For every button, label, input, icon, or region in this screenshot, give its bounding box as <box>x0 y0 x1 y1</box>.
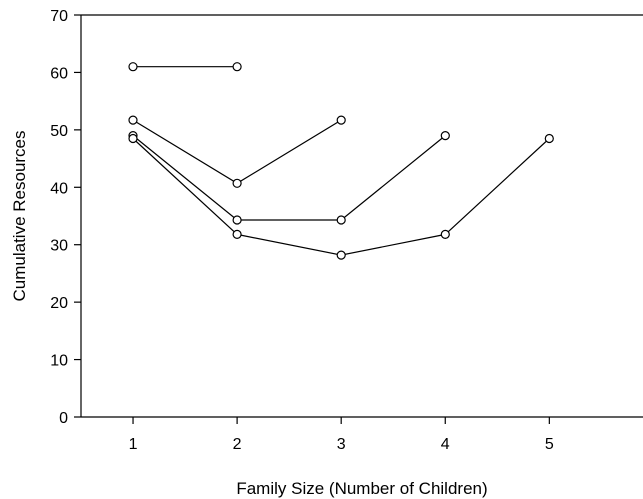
y-tick-label: 0 <box>59 410 68 427</box>
y-tick-label: 10 <box>50 353 68 370</box>
x-tick-label: 1 <box>129 436 138 453</box>
series-layer <box>128 62 554 260</box>
series-1-point <box>128 62 138 72</box>
series-4-point <box>544 133 554 144</box>
y-tick-label: 40 <box>50 180 68 197</box>
series-3-point <box>440 131 450 141</box>
x-tick-label: 2 <box>233 436 242 453</box>
series-3-point <box>336 215 346 225</box>
x-tick-label: 3 <box>337 436 346 453</box>
series-2-point <box>232 178 242 188</box>
y-tick-label: 20 <box>50 295 68 312</box>
x-tick-label: 4 <box>441 436 450 453</box>
y-tick-label: 30 <box>50 238 68 255</box>
series-4-point <box>128 133 138 144</box>
series-3-line <box>132 135 446 221</box>
series-4-line <box>132 138 550 256</box>
axes <box>80 14 643 418</box>
y-ticks: 0 10 20 30 40 50 60 70 <box>50 8 81 427</box>
series-2-line <box>132 119 342 185</box>
y-axis-title: Cumulative Resources <box>10 130 29 301</box>
series-3-point <box>232 215 242 225</box>
series-4-point <box>440 229 450 239</box>
series-2-point <box>128 115 138 125</box>
x-ticks: 1 2 3 4 5 <box>129 417 554 453</box>
x-tick-label: 5 <box>545 436 554 453</box>
y-tick-label: 70 <box>50 8 68 25</box>
x-axis-title: Family Size (Number of Children) <box>236 479 487 498</box>
series-2-point <box>336 115 346 125</box>
series-1-point <box>232 62 242 72</box>
y-tick-label: 60 <box>50 65 68 82</box>
y-tick-label: 50 <box>50 123 68 140</box>
series-4-point <box>232 229 242 239</box>
series-4-point <box>336 250 346 260</box>
